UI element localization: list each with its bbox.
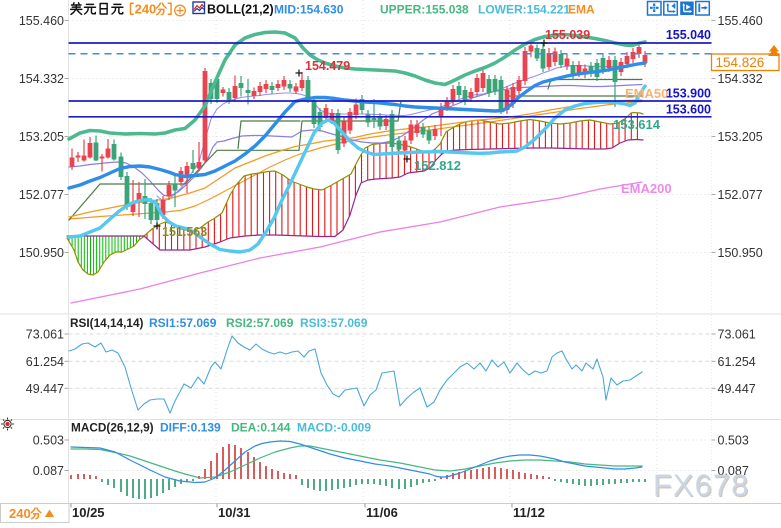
svg-text:0.503: 0.503 [718, 434, 749, 448]
svg-text:155.040: 155.040 [666, 28, 711, 42]
svg-text:150.950: 150.950 [718, 246, 763, 260]
svg-text:FX678: FX678 [654, 469, 750, 504]
svg-text:0.503: 0.503 [33, 434, 64, 448]
svg-text:150.950: 150.950 [19, 246, 64, 260]
svg-text:154.332: 154.332 [718, 72, 763, 86]
svg-text:RSI3:57.069: RSI3:57.069 [300, 316, 368, 330]
svg-text:155.460: 155.460 [19, 14, 64, 28]
svg-text:154.332: 154.332 [19, 72, 64, 86]
svg-text:RSI1:57.069: RSI1:57.069 [149, 316, 217, 330]
svg-text:153.900: 153.900 [666, 87, 711, 101]
svg-text:UPPER:155.038: UPPER:155.038 [380, 3, 469, 17]
svg-text:EMA50: EMA50 [625, 86, 668, 101]
svg-text:0.087: 0.087 [718, 464, 749, 478]
svg-text:EMA: EMA [568, 3, 595, 17]
svg-text:EMA200: EMA200 [621, 181, 672, 196]
svg-text:10/25: 10/25 [72, 505, 105, 520]
svg-text:LOWER:154.221: LOWER:154.221 [478, 3, 570, 17]
svg-text:11/06: 11/06 [366, 505, 398, 520]
svg-text:153.600: 153.600 [666, 103, 711, 117]
svg-text:154.826: 154.826 [716, 55, 765, 70]
svg-text:49.447: 49.447 [26, 382, 64, 396]
svg-text:RSI(14,14,14): RSI(14,14,14) [70, 316, 144, 330]
svg-text:DIFF:0.139: DIFF:0.139 [160, 421, 221, 435]
svg-text:RSI2:57.069: RSI2:57.069 [226, 316, 294, 330]
svg-text:49.447: 49.447 [718, 382, 756, 396]
svg-text:DEA:0.144: DEA:0.144 [231, 421, 291, 435]
svg-text:240: 240 [9, 506, 31, 521]
svg-text:155.460: 155.460 [718, 14, 763, 28]
svg-text:73.061: 73.061 [26, 328, 64, 342]
svg-text:151.563: 151.563 [162, 225, 207, 239]
svg-text:153.205: 153.205 [19, 130, 64, 144]
svg-text:FX678: FX678 [653, 468, 749, 503]
svg-text:152.077: 152.077 [718, 188, 763, 202]
svg-text:11/12: 11/12 [513, 505, 545, 520]
svg-text:MACD(26,12,9): MACD(26,12,9) [71, 421, 154, 435]
svg-text:10/31: 10/31 [218, 505, 251, 520]
svg-text:152.812: 152.812 [414, 158, 461, 173]
svg-text:61.254: 61.254 [26, 355, 64, 369]
svg-text:61.254: 61.254 [718, 355, 756, 369]
svg-text:153.614: 153.614 [613, 117, 661, 132]
svg-text:152.077: 152.077 [19, 188, 64, 202]
svg-text:240: 240 [135, 2, 157, 17]
svg-text:0.087: 0.087 [33, 464, 64, 478]
svg-text:155.039: 155.039 [545, 28, 590, 42]
svg-text:MID:154.630: MID:154.630 [274, 3, 344, 17]
svg-text:154.479: 154.479 [305, 59, 350, 73]
svg-text:MACD:-0.009: MACD:-0.009 [297, 421, 371, 435]
svg-text:BOLL(21,2): BOLL(21,2) [207, 3, 274, 17]
svg-text:73.061: 73.061 [718, 328, 756, 342]
svg-text:153.205: 153.205 [718, 130, 763, 144]
